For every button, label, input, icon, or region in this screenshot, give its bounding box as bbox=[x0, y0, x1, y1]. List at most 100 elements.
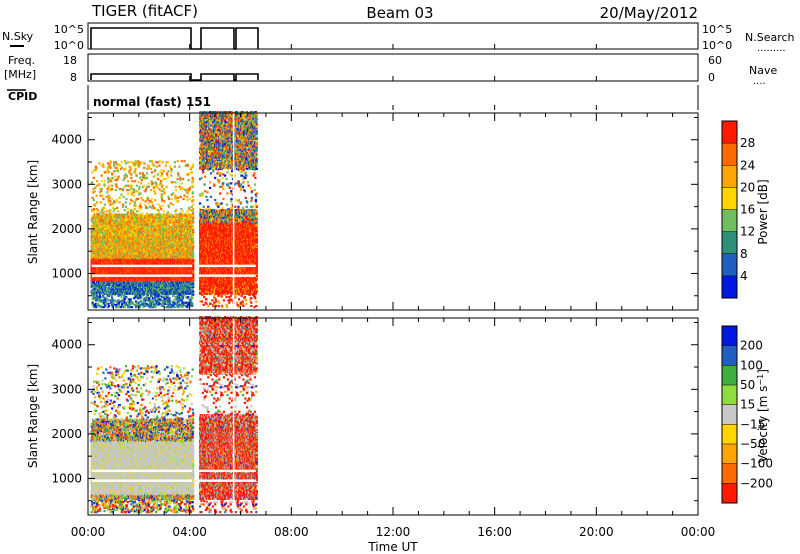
nsky-tick-bottom-left: 10^0 bbox=[54, 39, 84, 52]
heatmap-cell bbox=[96, 253, 100, 256]
heatmap-cell bbox=[104, 291, 107, 294]
heatmap-cell bbox=[91, 301, 94, 304]
heatmap-cell bbox=[95, 194, 98, 197]
heatmap-cell bbox=[111, 297, 114, 300]
heatmap-cell bbox=[94, 186, 97, 189]
freq-tick-bottom-right: 0 bbox=[708, 71, 715, 84]
heatmap-cell bbox=[109, 238, 112, 241]
heatmap-cell bbox=[98, 187, 101, 191]
heatmap-cell bbox=[133, 208, 136, 211]
heatmap-cell bbox=[109, 161, 112, 164]
heatmap-cell bbox=[125, 197, 128, 201]
heatmap-cell bbox=[103, 183, 106, 186]
heatmap-cell bbox=[96, 220, 99, 223]
heatmap-cell bbox=[107, 201, 110, 204]
freq-tick-top-right: 60 bbox=[708, 54, 722, 67]
heatmap-cell bbox=[122, 179, 125, 182]
heatmap-cell bbox=[93, 190, 96, 193]
heatmap-cell bbox=[109, 203, 112, 206]
heatmap-cell bbox=[92, 191, 95, 194]
heatmap-cell bbox=[110, 180, 113, 183]
heatmap-cell bbox=[107, 190, 110, 193]
nave-marker: .... bbox=[753, 76, 766, 87]
heatmap-cell bbox=[115, 185, 118, 188]
heatmap-cell bbox=[101, 230, 104, 233]
heatmap-cell bbox=[123, 298, 127, 301]
heatmap-cell bbox=[110, 229, 113, 232]
heatmap-cell bbox=[123, 306, 127, 309]
heatmap-cell bbox=[117, 210, 120, 213]
heatmap-cell bbox=[118, 201, 121, 204]
heatmap-cell bbox=[131, 200, 134, 203]
heatmap-cell bbox=[102, 299, 105, 302]
cpid-label: CPID bbox=[8, 90, 37, 103]
nsky-tick-top-right: 10^5 bbox=[702, 23, 732, 36]
heatmap-cell bbox=[96, 213, 99, 216]
heatmap-cell bbox=[117, 170, 120, 173]
heatmap-cell bbox=[109, 299, 112, 302]
heatmap-cell bbox=[97, 214, 101, 217]
heatmap-cell bbox=[107, 176, 110, 179]
heatmap-cell bbox=[96, 216, 99, 220]
heatmap-cell bbox=[101, 194, 104, 197]
heatmap-cell bbox=[108, 221, 111, 224]
heatmap-cell bbox=[98, 162, 101, 165]
heatmap-cell bbox=[99, 219, 102, 222]
heatmap-cell bbox=[123, 303, 126, 306]
heatmap-cell bbox=[94, 214, 97, 217]
heatmap-cell bbox=[127, 192, 130, 195]
nave-label: Nave bbox=[749, 64, 777, 77]
heatmap-cell bbox=[99, 231, 102, 234]
heatmap-cell bbox=[96, 218, 99, 221]
heatmap-cell bbox=[114, 161, 117, 164]
freq-trace bbox=[90, 73, 259, 81]
heatmap-cell bbox=[116, 166, 119, 169]
heatmap-cell bbox=[104, 230, 107, 233]
heatmap-cell bbox=[102, 197, 105, 201]
heatmap-cell bbox=[108, 164, 111, 167]
heatmap-cell bbox=[95, 225, 98, 228]
heatmap-cell bbox=[103, 214, 106, 217]
heatmap-cell bbox=[103, 213, 106, 216]
heatmap-cell bbox=[129, 166, 132, 169]
heatmap-cell bbox=[96, 212, 99, 215]
heatmap-cell bbox=[129, 223, 132, 226]
heatmap-cell bbox=[106, 229, 109, 232]
heatmap-cell bbox=[99, 211, 102, 214]
heatmap-cell bbox=[116, 206, 119, 209]
heatmap-cell bbox=[122, 195, 125, 198]
heatmap-cell bbox=[92, 214, 95, 217]
nsearch-marker: ......... bbox=[757, 43, 786, 54]
heatmap-cell bbox=[114, 189, 117, 192]
heatmap-cell bbox=[106, 298, 109, 301]
heatmap-cell bbox=[123, 160, 127, 163]
heatmap-cell bbox=[120, 161, 123, 164]
heatmap-cell bbox=[111, 172, 114, 175]
heatmap-cell bbox=[130, 173, 133, 176]
heatmap-cell bbox=[106, 214, 109, 217]
heatmap-cell bbox=[109, 232, 112, 235]
heatmap-cell bbox=[107, 222, 110, 225]
heatmap-cell bbox=[94, 293, 97, 296]
heatmap-cell bbox=[101, 208, 104, 211]
heatmap-cell bbox=[109, 166, 112, 169]
heatmap-cell bbox=[102, 165, 105, 168]
heatmap-cell bbox=[130, 191, 133, 194]
heatmap-cell bbox=[91, 196, 94, 199]
heatmap-cell bbox=[130, 306, 133, 309]
heatmap-cell bbox=[91, 171, 94, 174]
heatmap-cell bbox=[100, 187, 103, 191]
heatmap-cell bbox=[103, 300, 106, 303]
heatmap-cell bbox=[101, 214, 104, 217]
heatmap-cell bbox=[114, 231, 117, 234]
heatmap-cell bbox=[100, 304, 103, 308]
heatmap-cell bbox=[119, 187, 122, 191]
heatmap-cell bbox=[107, 162, 110, 165]
heatmap-cell bbox=[101, 209, 104, 212]
heatmap-cell bbox=[104, 233, 107, 236]
heatmap-cell bbox=[107, 213, 111, 216]
heatmap-cell bbox=[120, 193, 123, 196]
heatmap-cell bbox=[119, 306, 122, 309]
freq-tick-top-left: 18 bbox=[63, 54, 77, 67]
